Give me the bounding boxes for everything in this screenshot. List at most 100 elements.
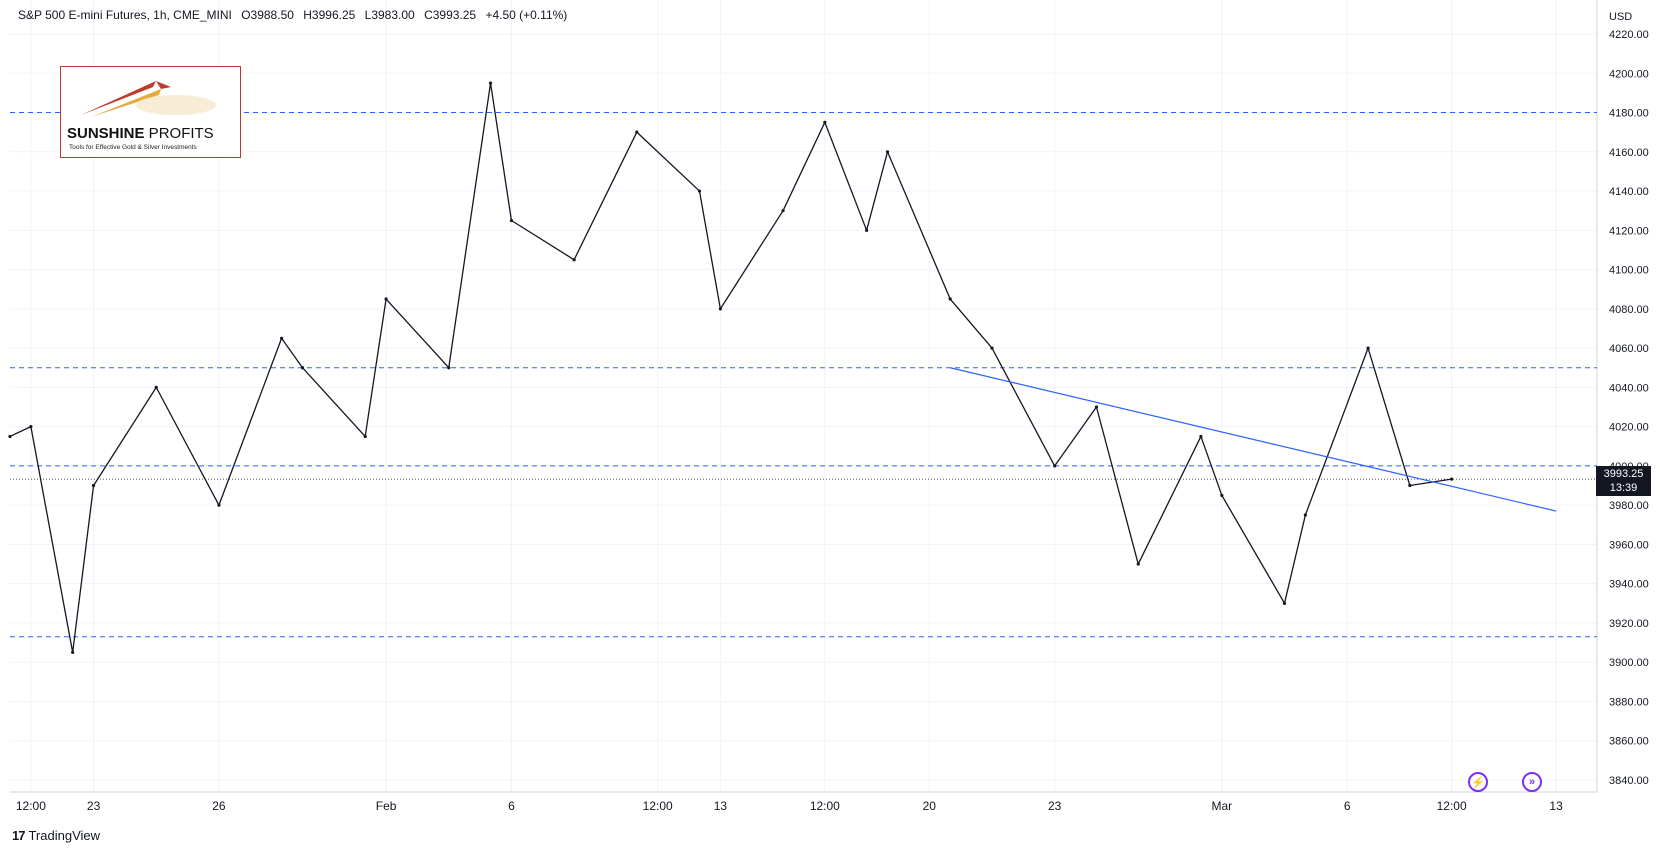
x-tick-label: 13 [714, 799, 728, 813]
price-point [91, 483, 96, 488]
price-point [697, 189, 702, 193]
y-tick-label: 3840.00 [1609, 775, 1649, 787]
price-point [363, 434, 367, 439]
x-tick-label: 12:00 [810, 799, 840, 813]
y-tick-label: 4140.00 [1609, 186, 1649, 198]
y-tick-label: 4200.00 [1609, 68, 1649, 80]
price-segment [949, 298, 993, 349]
y-tick-label: 4100.00 [1609, 265, 1649, 277]
y-tick-label: 4120.00 [1609, 225, 1649, 237]
price-point [865, 228, 869, 232]
price-segment [782, 122, 826, 211]
price-segment [719, 210, 784, 310]
y-tick-label: 4040.00 [1609, 382, 1649, 394]
price-segment [886, 151, 951, 300]
price-point [384, 297, 388, 301]
price-point [300, 366, 305, 370]
price-point [1220, 493, 1224, 497]
price-point [1450, 477, 1454, 481]
x-tick-label: 23 [1048, 799, 1062, 813]
price-segment [636, 131, 700, 192]
price-segment [302, 367, 366, 437]
price-point [1094, 405, 1099, 409]
y-tick-label: 4020.00 [1609, 422, 1649, 434]
price-segment [511, 219, 575, 261]
price-segment [489, 82, 513, 221]
price-segment [72, 485, 95, 653]
price-point [1282, 601, 1287, 605]
price-point [280, 336, 284, 340]
y-tick-label: 4060.00 [1609, 343, 1649, 355]
price-point [8, 434, 12, 439]
y-tick-label: 3860.00 [1609, 736, 1649, 748]
ohlc-high: H3996.25 [303, 8, 356, 22]
price-point [1408, 483, 1412, 488]
price-point [990, 346, 994, 350]
price-point [718, 307, 722, 311]
horizontal-levels[interactable] [10, 112, 1597, 638]
price-segment [1221, 495, 1286, 604]
price-segment [448, 82, 492, 368]
symbol-header: S&P 500 E-mini Futures, 1h, CME_MINI O39… [18, 8, 573, 22]
price-segment [155, 387, 220, 506]
logo-tagline: Tools for Effective Gold & Silver Invest… [69, 144, 197, 151]
price-point [1366, 346, 1370, 350]
symbol-title[interactable]: S&P 500 E-mini Futures, 1h, CME_MINI [18, 8, 232, 22]
x-tick-label: Mar [1211, 799, 1232, 813]
y-tick-label: 3900.00 [1609, 657, 1649, 669]
tradingview-brand[interactable]: 17 TradingView [12, 828, 100, 843]
price-point [823, 120, 827, 124]
forward-icon[interactable]: » [1522, 772, 1542, 792]
last-price-tag: 3993.25 13:39 [1596, 466, 1651, 497]
price-point [154, 385, 158, 389]
x-tick-label: 6 [508, 799, 515, 813]
price-point [488, 81, 493, 85]
price-point [1303, 513, 1307, 517]
y-tick-label: 3940.00 [1609, 579, 1649, 591]
y-tick-label: 4080.00 [1609, 304, 1649, 316]
ohlc-change: +4.50 (+0.11%) [485, 8, 568, 22]
y-tick-label: 4160.00 [1609, 147, 1649, 159]
x-tick-label: 13 [1549, 799, 1563, 813]
x-tick-label: 20 [923, 799, 937, 813]
price-segment [1304, 347, 1369, 516]
price-point [635, 130, 639, 134]
price-segment [1095, 406, 1139, 565]
price-segment [9, 426, 32, 438]
bar-countdown: 13:39 [1609, 482, 1638, 495]
price-axis[interactable]: 4220.00 4200.00 4180.00 4160.00 4140.00 4120.… [1609, 29, 1649, 787]
price-point [217, 503, 221, 507]
x-tick-label: 12:00 [643, 799, 673, 813]
price-segment [824, 122, 868, 231]
y-tick-label: 3920.00 [1609, 618, 1649, 630]
price-point [1136, 562, 1140, 566]
price-segment [385, 298, 450, 369]
price-point [948, 297, 952, 301]
lightning-icon[interactable]: ⚡ [1468, 772, 1488, 792]
price-point [29, 425, 33, 429]
logo-name: SUNSHINE PROFITS [67, 125, 214, 142]
descending-trendline[interactable] [950, 367, 1557, 512]
tradingview-label: TradingView [28, 828, 101, 843]
x-tick-label: 12:00 [16, 799, 46, 813]
price-segment [30, 426, 74, 653]
y-tick-label: 3880.00 [1609, 696, 1649, 708]
price-segment [1200, 436, 1223, 496]
last-price-value: 3993.25 [1603, 468, 1644, 481]
currency-label: USD [1609, 11, 1632, 23]
price-point [1053, 464, 1057, 468]
y-tick-label: 4180.00 [1609, 108, 1649, 120]
time-axis[interactable]: 12:00 23 26 Feb 6 12:00 13 12:00 20 23 Mar 6 12:00 13 [16, 799, 1563, 813]
x-tick-label: 23 [87, 799, 101, 813]
price-segment [1409, 478, 1452, 487]
tradingview-logo-icon: 17 [12, 828, 26, 843]
ohlc-close: C3993.25 [424, 8, 477, 22]
y-tick-label: 3980.00 [1609, 500, 1649, 512]
y-tick-label: 3960.00 [1609, 539, 1649, 551]
price-segment [698, 190, 722, 309]
price-segment [1367, 347, 1411, 486]
price-point [447, 366, 451, 370]
price-point [71, 650, 75, 654]
price-segment [364, 298, 387, 437]
